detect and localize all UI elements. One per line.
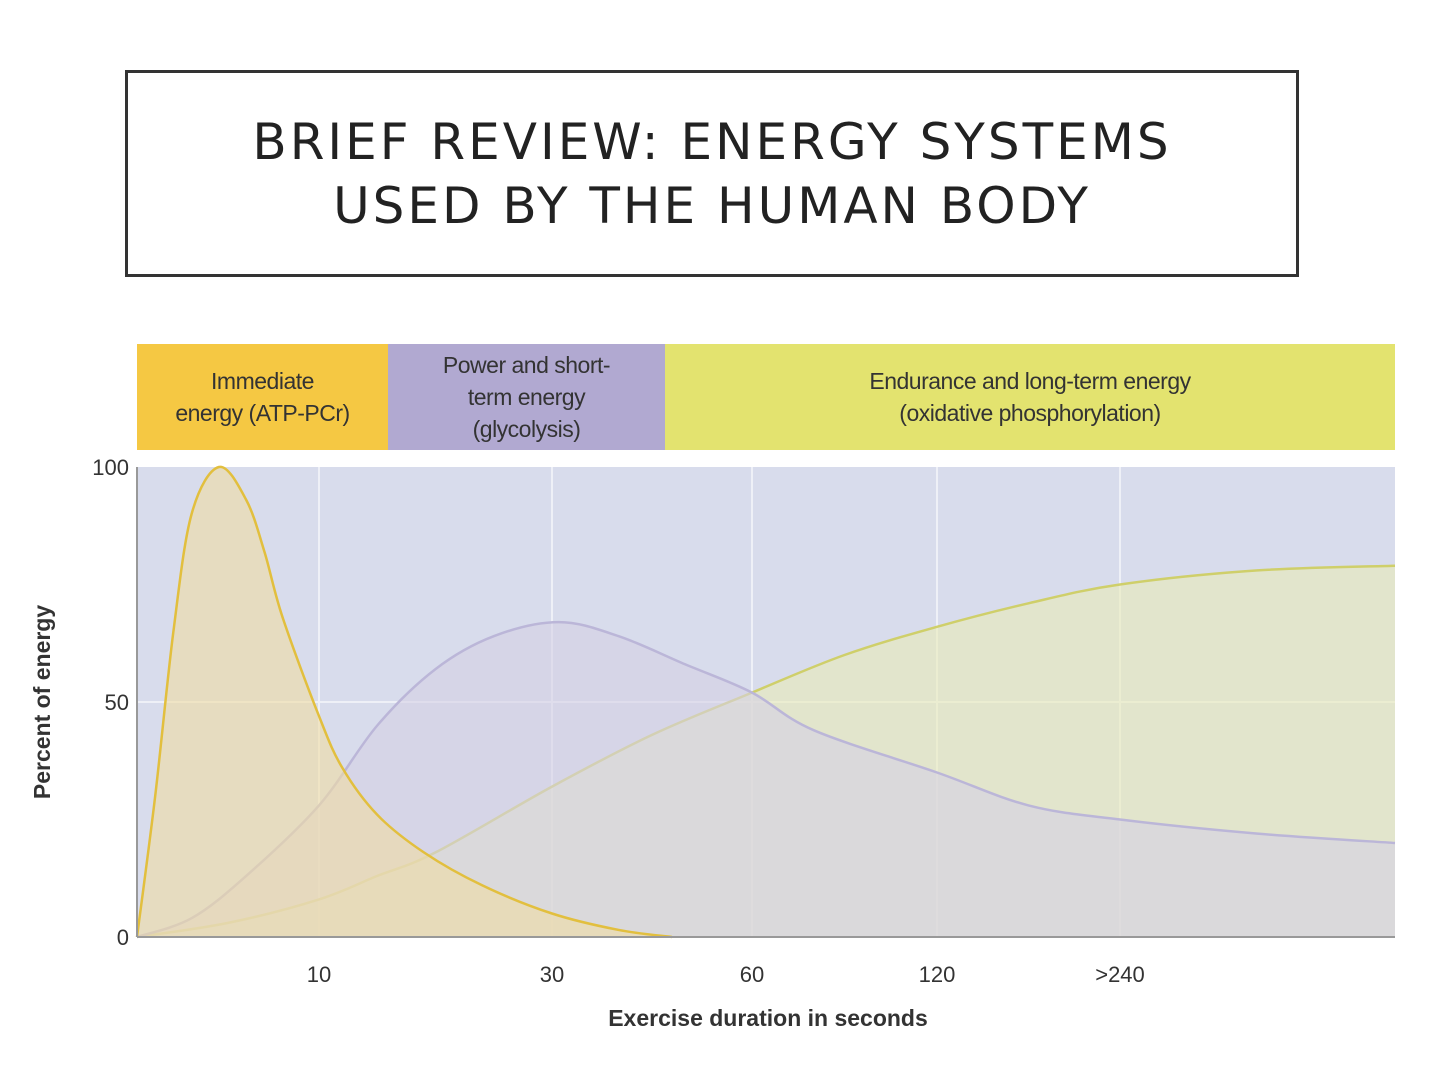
band-label: term energy [467, 384, 586, 410]
band-label: (glycolysis) [472, 416, 581, 442]
x-tick-label: 60 [740, 962, 764, 987]
band-short-term-energy: Power and short-term energy (glycolysis) [388, 344, 665, 450]
line-atp-pcr [135, 465, 673, 939]
y-tick-label: 50 [105, 690, 129, 715]
band-label: Immediate [211, 368, 314, 394]
band-label: (oxidative phosphorylation) [899, 400, 1161, 426]
slide-title-line-2: USED BY THE HUMAN BODY [333, 176, 1091, 235]
area-atp-pcr [137, 466, 672, 937]
band-label: Endurance and long-term energy [869, 368, 1191, 394]
area-glycolysis [137, 622, 1395, 937]
x-tick-label: 120 [919, 962, 956, 987]
y-tick-label: 100 [92, 455, 129, 480]
x-axis-label: Exercise duration in seconds [608, 1005, 928, 1031]
band-label: Power and short- [442, 352, 611, 378]
y-axis-label: Percent of energy [29, 605, 55, 799]
x-tick-label: >240 [1095, 962, 1145, 987]
band-long-term-energy: Endurance and long-term energy (oxidative… [665, 344, 1395, 450]
slide-title-box: BRIEF REVIEW: ENERGY SYSTEMS USED BY THE… [125, 70, 1299, 277]
slide-title-line-1: BRIEF REVIEW: ENERGY SYSTEMS [252, 112, 1172, 171]
band-immediate-energy: Immediate energy (ATP-PCr) [137, 344, 388, 450]
y-tick-label: 0 [117, 925, 129, 950]
x-tick-label: 30 [540, 962, 564, 987]
band-label: energy (ATP-PCr) [175, 400, 350, 426]
x-tick-label: 10 [307, 962, 331, 987]
